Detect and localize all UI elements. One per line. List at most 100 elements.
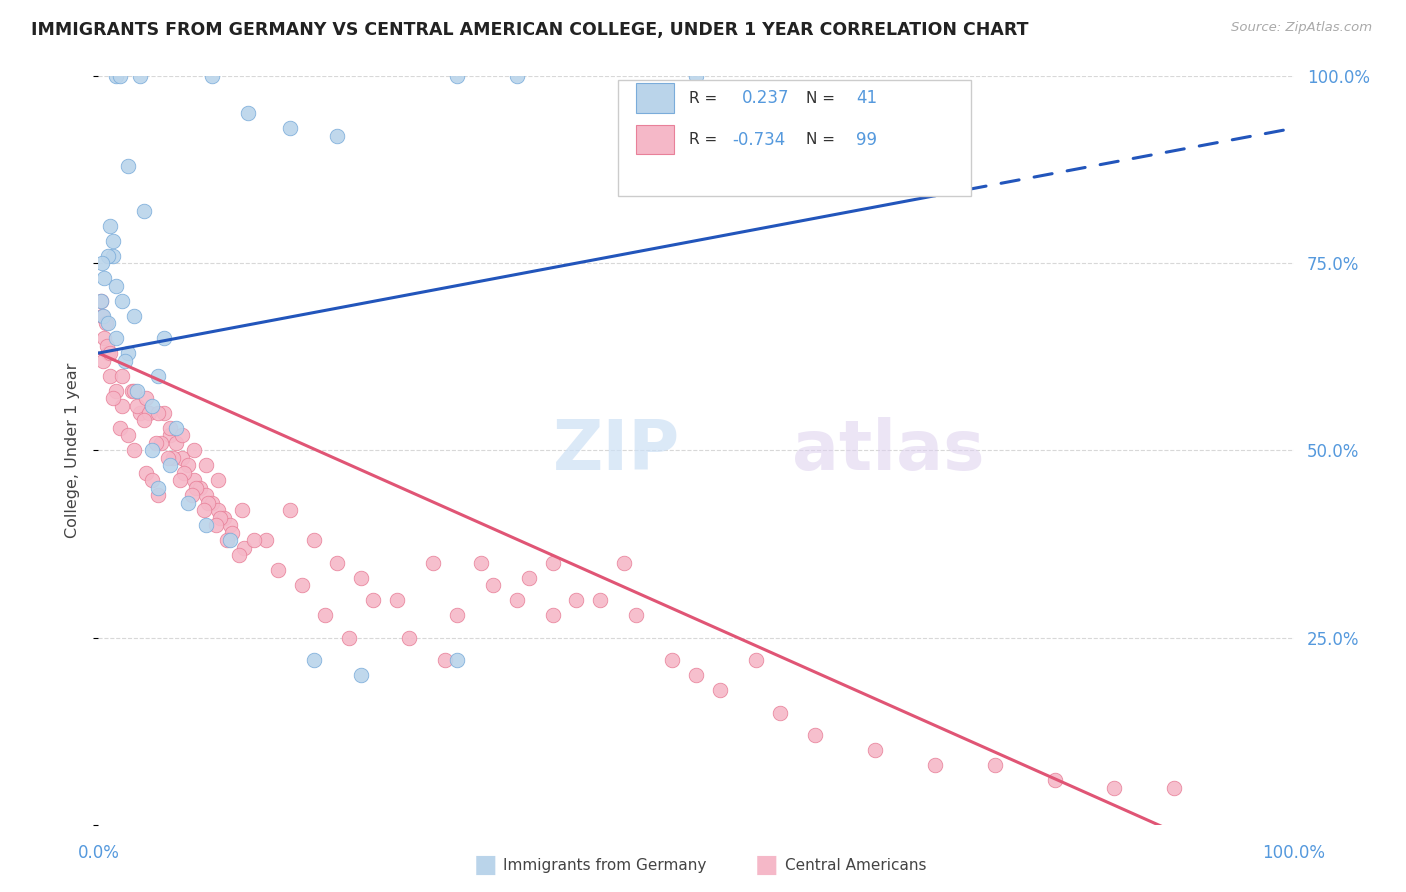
Point <box>129 406 152 420</box>
Point <box>180 488 202 502</box>
Point <box>148 488 170 502</box>
Point <box>90 293 112 308</box>
Point <box>145 436 167 450</box>
Point <box>153 331 176 345</box>
Point <box>165 436 187 450</box>
Text: -0.734: -0.734 <box>733 130 785 148</box>
Point <box>446 608 468 623</box>
Point <box>195 458 218 473</box>
Text: 41: 41 <box>856 89 877 107</box>
Point <box>278 121 301 136</box>
Point <box>201 69 224 83</box>
Point <box>804 728 827 742</box>
Point <box>195 488 218 502</box>
Point <box>148 406 170 420</box>
Point <box>197 496 219 510</box>
Point <box>111 399 134 413</box>
Point <box>541 608 564 623</box>
Point <box>94 316 117 330</box>
Point <box>709 683 731 698</box>
Point <box>105 69 128 83</box>
Point <box>124 384 146 398</box>
Point <box>111 368 134 383</box>
Point <box>132 203 155 218</box>
Point <box>141 443 163 458</box>
Point <box>685 668 707 682</box>
Text: ■: ■ <box>474 854 496 877</box>
Point <box>177 458 200 473</box>
Point <box>231 503 253 517</box>
Point <box>350 571 373 585</box>
Point <box>188 481 211 495</box>
Point <box>193 503 215 517</box>
Point <box>339 631 361 645</box>
Point <box>149 436 172 450</box>
Point <box>565 593 588 607</box>
Point <box>204 518 226 533</box>
Point <box>141 474 163 488</box>
Point <box>243 533 266 548</box>
Point <box>302 653 325 667</box>
Point <box>517 571 540 585</box>
Point <box>219 533 242 548</box>
Point <box>865 743 887 757</box>
Point <box>96 338 118 352</box>
Point <box>117 346 139 360</box>
Point <box>217 533 239 548</box>
Point <box>117 159 139 173</box>
Point <box>212 511 235 525</box>
Point <box>111 293 134 308</box>
Point <box>1043 773 1066 788</box>
Point <box>105 384 128 398</box>
Point <box>91 309 114 323</box>
Point <box>291 578 314 592</box>
Point <box>422 556 444 570</box>
Text: Central Americans: Central Americans <box>785 858 927 872</box>
Text: 0.237: 0.237 <box>741 89 789 107</box>
Point <box>105 278 128 293</box>
Point <box>254 533 277 548</box>
Text: Source: ZipAtlas.com: Source: ZipAtlas.com <box>1232 21 1372 35</box>
Point <box>446 69 468 83</box>
Point <box>172 428 194 442</box>
Text: R =: R = <box>689 91 721 106</box>
Text: N =: N = <box>806 91 839 106</box>
Point <box>117 428 139 442</box>
Point <box>124 443 146 458</box>
Point <box>398 631 420 645</box>
Text: Immigrants from Germany: Immigrants from Germany <box>503 858 707 872</box>
Point <box>159 458 181 473</box>
Point <box>159 421 181 435</box>
Point <box>91 309 114 323</box>
Point <box>506 593 529 607</box>
Point <box>125 399 148 413</box>
Text: N =: N = <box>806 132 839 147</box>
Point <box>984 758 1007 772</box>
Point <box>114 353 136 368</box>
Point <box>506 69 529 83</box>
Point <box>173 466 195 480</box>
Point <box>124 309 146 323</box>
Point <box>236 106 259 120</box>
Point <box>183 474 205 488</box>
Point <box>90 293 112 308</box>
Point <box>135 466 157 480</box>
Point <box>613 556 636 570</box>
Point <box>482 578 505 592</box>
Point <box>138 406 160 420</box>
Point <box>105 331 128 345</box>
Point <box>769 706 792 720</box>
Point <box>385 593 409 607</box>
Point <box>221 525 243 540</box>
Text: R =: R = <box>689 132 721 147</box>
Point <box>125 384 148 398</box>
Point <box>101 249 124 263</box>
Text: atlas: atlas <box>792 417 984 484</box>
Point <box>169 474 191 488</box>
Point <box>132 413 155 427</box>
Point <box>326 556 349 570</box>
Point <box>219 518 242 533</box>
Y-axis label: College, Under 1 year: College, Under 1 year <box>65 363 80 538</box>
Text: ■: ■ <box>755 854 778 877</box>
Point <box>661 653 683 667</box>
